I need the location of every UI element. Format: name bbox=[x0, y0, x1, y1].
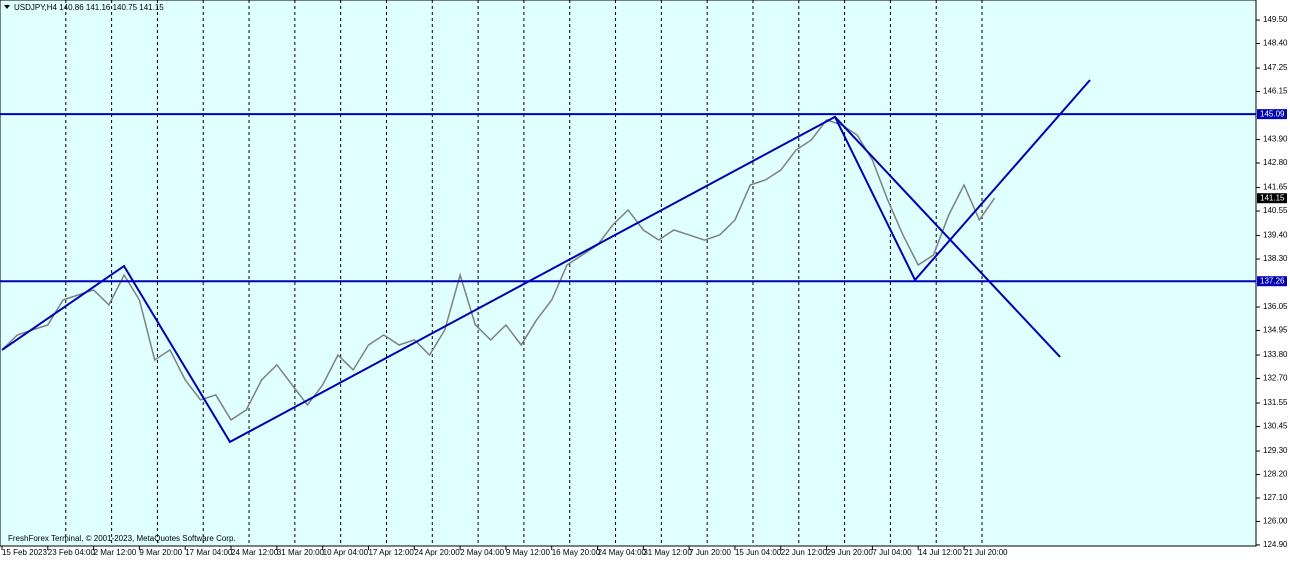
last-price-label: 141.15 bbox=[1260, 193, 1285, 202]
x-tick-label: 31 Mar 20:00 bbox=[277, 548, 325, 557]
x-tick-label: 16 May 20:00 bbox=[552, 548, 601, 557]
y-tick-label: 134.95 bbox=[1263, 326, 1288, 335]
level-label: 145.09 bbox=[1260, 109, 1285, 118]
y-tick-label: 148.40 bbox=[1263, 39, 1288, 48]
y-tick-label: 129.30 bbox=[1263, 446, 1288, 455]
y-tick-label: 141.65 bbox=[1263, 183, 1288, 192]
x-tick-label: 23 Feb 04:00 bbox=[48, 548, 96, 557]
y-tick-label: 132.70 bbox=[1263, 374, 1288, 383]
y-tick-label: 126.00 bbox=[1263, 517, 1288, 526]
x-tick-label: 24 Mar 12:00 bbox=[231, 548, 279, 557]
y-tick-label: 128.20 bbox=[1263, 470, 1288, 479]
trend-line bbox=[834, 116, 1061, 358]
x-tick-label: 17 Mar 04:00 bbox=[185, 548, 233, 557]
x-tick-label: 15 Feb 2023 bbox=[2, 548, 47, 557]
y-tick-label: 142.80 bbox=[1263, 158, 1288, 167]
x-tick-label: 29 Jun 20:00 bbox=[827, 548, 874, 557]
y-tick-label: 127.10 bbox=[1263, 493, 1288, 502]
x-tick-label: 31 May 12:00 bbox=[643, 548, 692, 557]
x-tick-label: 7 Jul 04:00 bbox=[872, 548, 912, 557]
x-tick-label: 22 Jun 12:00 bbox=[781, 548, 828, 557]
x-tick-label: 9 Mar 20:00 bbox=[139, 548, 182, 557]
footer: FreshForex Terminal, © 2001-2023, MetaQu… bbox=[8, 534, 236, 543]
x-tick-label: 14 Jul 12:00 bbox=[918, 548, 962, 557]
y-tick-label: 133.80 bbox=[1263, 350, 1288, 359]
x-tick-label: 21 Jul 20:00 bbox=[964, 548, 1008, 557]
y-tick-label: 143.90 bbox=[1263, 135, 1288, 144]
chart-title: USDJPY,H4 140.86 141.16 140.75 141.15 bbox=[14, 3, 164, 12]
x-tick-label: 24 May 04:00 bbox=[598, 548, 647, 557]
x-tick-label: 7 Jun 20:00 bbox=[689, 548, 731, 557]
x-tick-label: 15 Jun 04:00 bbox=[735, 548, 782, 557]
x-tick-label: 9 May 12:00 bbox=[506, 548, 551, 557]
x-tick-label: 2 May 04:00 bbox=[460, 548, 505, 557]
y-tick-label: 138.30 bbox=[1263, 254, 1288, 263]
menu-arrow[interactable] bbox=[4, 5, 10, 9]
y-tick-label: 139.40 bbox=[1263, 231, 1288, 240]
y-tick-label: 147.25 bbox=[1263, 63, 1288, 72]
plot-area bbox=[0, 0, 1257, 547]
last-price-box bbox=[1257, 193, 1287, 204]
y-tick-label: 146.15 bbox=[1263, 87, 1288, 96]
y-tick-label: 149.50 bbox=[1263, 15, 1288, 24]
level-label-box bbox=[1257, 109, 1287, 120]
x-tick-label: 24 Apr 20:00 bbox=[414, 548, 460, 557]
y-tick-label: 140.55 bbox=[1263, 206, 1288, 215]
y-tick-label: 124.90 bbox=[1263, 540, 1288, 549]
level-label: 137.26 bbox=[1260, 276, 1285, 285]
trend-line bbox=[1, 79, 1091, 444]
y-tick-label: 130.45 bbox=[1263, 422, 1288, 431]
x-tick-label: 17 Apr 12:00 bbox=[368, 548, 414, 557]
x-tick-label: 10 Apr 04:00 bbox=[323, 548, 369, 557]
level-label-box bbox=[1257, 276, 1287, 287]
y-tick-label: 136.05 bbox=[1263, 302, 1288, 311]
y-tick-label: 131.55 bbox=[1263, 398, 1288, 407]
x-tick-label: 2 Mar 12:00 bbox=[94, 548, 137, 557]
